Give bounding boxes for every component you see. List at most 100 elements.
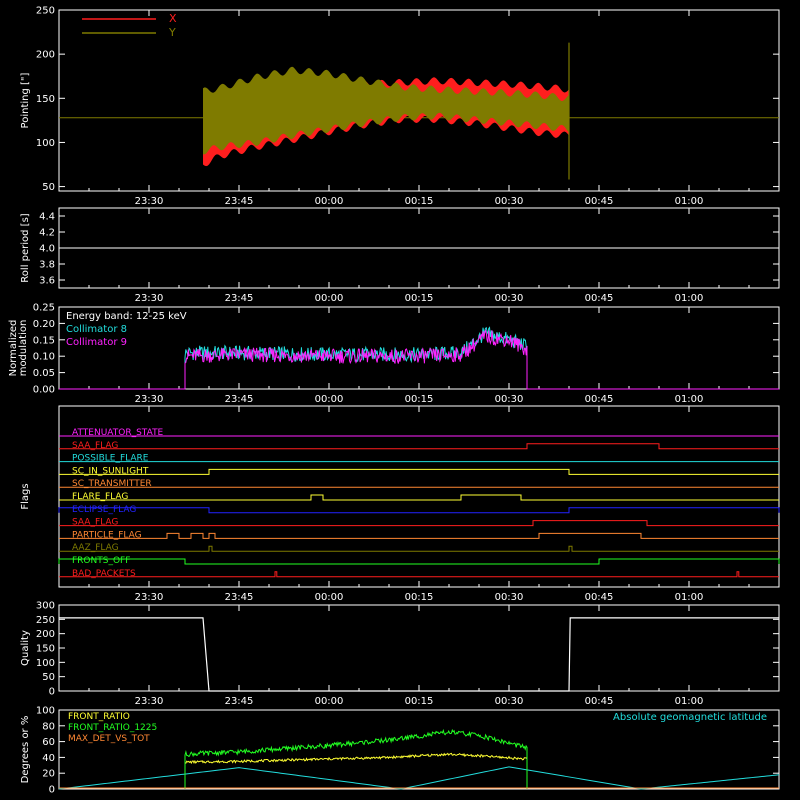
flag-label: SC_IN_SUNLIGHT xyxy=(72,466,149,476)
pointing-series-y xyxy=(203,66,569,155)
y-tick-label: 150 xyxy=(36,644,55,655)
x-tick-label: 00:15 xyxy=(405,394,434,405)
modulation-panel: 23:30 23:45 00:00 00:15 00:30 00:45 01:00 0.00 0… xyxy=(8,303,780,405)
y-tick-label: 80 xyxy=(42,721,55,732)
x-tick-label: 23:45 xyxy=(225,696,254,707)
y-axis-label: Normalized xyxy=(8,320,19,377)
y-tick-label: 150 xyxy=(36,94,55,105)
flag-trace xyxy=(58,558,780,565)
flag-label: FRONTS_OFF xyxy=(72,556,130,566)
ratios-panel: 0 20 40 60 80 100 Degrees or % FRONT_RATIOFRONT… xyxy=(20,706,780,796)
x-tick-label: 00:30 xyxy=(495,592,524,603)
y-tick-label: 0.15 xyxy=(33,335,55,346)
y-tick-label: 20 xyxy=(42,769,55,780)
y-tick-label: 0.10 xyxy=(33,352,55,363)
ratio-series-1 xyxy=(184,728,528,789)
y-axis-label: Degrees or % xyxy=(20,716,31,784)
y-tick-label: 100 xyxy=(36,658,55,669)
y-axis-label: Roll period [s] xyxy=(20,213,31,282)
x-tick-label: 00:45 xyxy=(585,394,614,405)
flag-trace xyxy=(59,532,779,539)
x-tick-label: 01:00 xyxy=(675,592,704,603)
legend-label-y: Y xyxy=(168,26,176,39)
x-tick-label: 00:00 xyxy=(315,394,344,405)
x-tick-label: 23:45 xyxy=(225,293,254,304)
x-tick-label: 23:30 xyxy=(135,293,164,304)
y-tick-label: 0.25 xyxy=(33,303,55,314)
x-tick-label: 23:30 xyxy=(135,196,164,207)
y-tick-label: 100 xyxy=(36,138,55,149)
x-tick-label: 01:00 xyxy=(675,293,704,304)
y-tick-label: 0.20 xyxy=(33,319,55,330)
flag-trace xyxy=(59,468,779,475)
y-tick-label: 0 xyxy=(49,687,55,698)
quality-panel: 23:30 23:45 00:00 00:15 00:30 00:45 01:00 0 50 10… xyxy=(20,601,780,707)
y-tick-label: 0.05 xyxy=(33,368,55,379)
x-tick-label: 00:15 xyxy=(405,696,434,707)
x-tick-label: 01:00 xyxy=(675,394,704,405)
energy-band-label: Energy band: 12-25 keV xyxy=(66,311,187,322)
y-tick-label: 4.2 xyxy=(39,228,55,239)
y-tick-label: 0 xyxy=(49,785,55,796)
flag-trace xyxy=(59,520,779,527)
flag-label: PARTICLE_FLAG xyxy=(72,530,142,540)
ratio-series-0 xyxy=(184,752,528,789)
x-tick-label: 23:45 xyxy=(225,592,254,603)
y-tick-label: 3.6 xyxy=(39,276,55,287)
flag-label: BAD_PACKETS xyxy=(72,569,136,579)
flags-panel: 23:30 23:45 00:00 00:15 00:30 00:45 01:00 Flags… xyxy=(20,405,780,603)
plot-frame xyxy=(58,709,780,790)
y-tick-label: 250 xyxy=(36,6,55,17)
x-tick-label: 23:30 xyxy=(135,592,164,603)
y-tick-label: 60 xyxy=(42,737,55,748)
legend-label-x: X xyxy=(169,12,177,25)
x-tick-label: 00:45 xyxy=(585,196,614,207)
y-tick-label: 50 xyxy=(42,182,55,193)
modulation-series-1 xyxy=(59,328,779,390)
x-tick-label: 23:30 xyxy=(135,696,164,707)
x-tick-label: 00:00 xyxy=(315,196,344,207)
ratio-legend-0: FRONT_RATIO xyxy=(68,712,130,722)
x-tick-label: 00:30 xyxy=(495,196,524,207)
x-tick-label: 00:00 xyxy=(315,696,344,707)
x-tick-label: 00:15 xyxy=(405,293,434,304)
y-tick-label: 4.4 xyxy=(39,212,55,223)
x-tick-label: 00:30 xyxy=(495,696,524,707)
x-tick-label: 01:00 xyxy=(675,696,704,707)
flag-trace xyxy=(59,443,779,450)
modulation-legend-1: Collimator 9 xyxy=(66,337,127,348)
x-tick-label: 23:45 xyxy=(225,196,254,207)
y-tick-label: 40 xyxy=(42,753,55,764)
x-tick-label: 00:45 xyxy=(585,592,614,603)
flag-label: ECLIPSE_FLAG xyxy=(72,505,136,515)
flag-label: AAZ_FLAG xyxy=(72,543,119,553)
y-tick-label: 3.8 xyxy=(39,260,55,271)
flag-label: SAA_FLAG xyxy=(72,518,118,528)
x-tick-label: 00:00 xyxy=(315,293,344,304)
x-tick-label: 00:30 xyxy=(495,394,524,405)
x-tick-label: 00:15 xyxy=(405,592,434,603)
flag-trace xyxy=(58,507,780,514)
flag-trace xyxy=(59,494,779,501)
y-tick-label: 50 xyxy=(42,672,55,683)
y-tick-label: 200 xyxy=(36,629,55,640)
x-tick-label: 00:45 xyxy=(585,293,614,304)
flag-label: ATTENUATOR_STATE xyxy=(72,428,164,438)
ratio-legend-2: MAX_DET_VS_TOT xyxy=(68,734,150,744)
x-tick-label: 01:00 xyxy=(675,196,704,207)
x-tick-label: 00:15 xyxy=(405,196,434,207)
x-tick-label: 00:45 xyxy=(585,696,614,707)
x-tick-label: 23:30 xyxy=(135,394,164,405)
y-tick-label: 100 xyxy=(36,706,55,717)
flag-trace xyxy=(59,571,779,578)
plot-frame xyxy=(58,405,780,588)
quality-line xyxy=(59,617,779,692)
y-tick-label: 250 xyxy=(36,615,55,626)
y-tick-label: 300 xyxy=(36,601,55,612)
modulation-legend-0: Collimator 8 xyxy=(66,324,127,335)
y-axis-label: modulation xyxy=(18,320,29,377)
ratio-legend-1: FRONT_RATIO_1225 xyxy=(68,723,157,733)
flag-label: FLARE_FLAG xyxy=(72,492,128,502)
y-axis-label: Quality xyxy=(20,630,31,666)
